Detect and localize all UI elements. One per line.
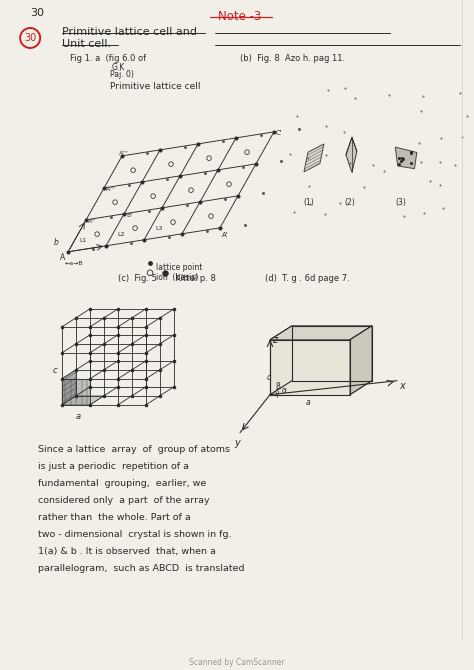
Text: A''': A''' — [106, 187, 116, 192]
Text: (c)  Fig. 5: (c) Fig. 5 — [118, 274, 157, 283]
Text: z: z — [272, 335, 277, 345]
Text: L3: L3 — [156, 226, 163, 231]
Text: A''': A''' — [119, 151, 129, 156]
Text: Paj. 0): Paj. 0) — [110, 70, 134, 79]
Text: a: a — [306, 398, 310, 407]
Polygon shape — [395, 147, 417, 169]
Text: (3): (3) — [395, 198, 406, 207]
Text: α: α — [282, 386, 287, 395]
Text: c: c — [52, 366, 57, 375]
Text: rather than  the whole. Part of a: rather than the whole. Part of a — [38, 513, 191, 521]
Text: B': B' — [126, 213, 132, 218]
Text: Primitive lattice cell: Primitive lattice cell — [110, 82, 201, 91]
Text: Note -3: Note -3 — [219, 10, 262, 23]
Text: 1(a) & b . It is observed  that, when a: 1(a) & b . It is observed that, when a — [38, 547, 216, 555]
Polygon shape — [62, 379, 90, 405]
Text: ←a→B: ←a→B — [65, 261, 84, 266]
Text: fundamental  grouping,  earlier, we: fundamental grouping, earlier, we — [38, 478, 206, 488]
Text: Fig 1. a  (fig 6.0 of: Fig 1. a (fig 6.0 of — [70, 54, 146, 63]
Text: ion  (basis): ion (basis) — [156, 273, 199, 282]
Text: y: y — [234, 438, 240, 448]
Text: parallelogram,  such as ABCD  is translated: parallelogram, such as ABCD is translate… — [38, 563, 245, 573]
Text: L1: L1 — [80, 239, 87, 243]
Text: A: A — [60, 253, 65, 262]
Polygon shape — [304, 144, 324, 172]
Text: Primitive lattice cell and: Primitive lattice cell and — [62, 27, 197, 37]
Text: (1): (1) — [303, 198, 314, 207]
Text: considered only  a part  of the array: considered only a part of the array — [38, 496, 210, 505]
Text: L2: L2 — [118, 232, 125, 237]
Text: Since a lattice  array  of  group of atoms: Since a lattice array of group of atoms — [38, 445, 230, 454]
Text: c: c — [267, 373, 271, 382]
Text: two - dimensional  crystal is shown in fg.: two - dimensional crystal is shown in fg… — [38, 529, 232, 539]
Polygon shape — [62, 396, 104, 405]
Text: Kittel p. 8: Kittel p. 8 — [170, 274, 216, 283]
Text: lattice point: lattice point — [156, 263, 202, 272]
Text: b: b — [54, 238, 59, 247]
Text: x: x — [399, 381, 405, 391]
Text: C': C' — [276, 130, 283, 136]
Text: (d)  T. g . 6d page 7.: (d) T. g . 6d page 7. — [265, 274, 350, 283]
Polygon shape — [346, 137, 357, 172]
Text: a: a — [76, 411, 81, 421]
Text: is just a periodic  repetition of a: is just a periodic repetition of a — [38, 462, 189, 470]
Text: Unit cell.: Unit cell. — [62, 39, 111, 49]
Text: (b)  Fig. 8  Azo h. pag 11.: (b) Fig. 8 Azo h. pag 11. — [240, 54, 345, 63]
Polygon shape — [350, 326, 372, 395]
Polygon shape — [270, 340, 350, 395]
Polygon shape — [270, 326, 372, 340]
Text: (2): (2) — [344, 198, 355, 207]
Text: β: β — [275, 382, 280, 391]
Polygon shape — [62, 370, 76, 405]
Text: Scanned by CamScanner: Scanned by CamScanner — [189, 659, 285, 667]
Text: 30: 30 — [30, 8, 44, 18]
Text: G.K: G.K — [112, 63, 125, 72]
Text: A'': A'' — [88, 219, 96, 224]
Text: A': A' — [222, 232, 228, 238]
Text: γ: γ — [275, 389, 280, 398]
Text: 30: 30 — [24, 33, 36, 43]
